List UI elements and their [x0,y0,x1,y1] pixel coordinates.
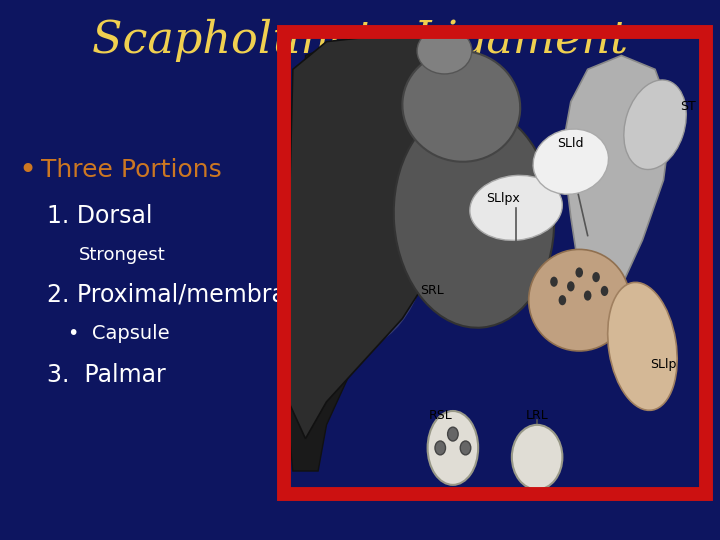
Ellipse shape [417,28,472,74]
Ellipse shape [567,281,575,292]
Text: SLlpx: SLlpx [487,192,521,205]
Polygon shape [562,56,672,319]
Text: 1. Dorsal: 1. Dorsal [47,204,153,228]
Text: •: • [18,156,36,185]
Ellipse shape [287,69,434,346]
Ellipse shape [559,295,566,305]
Text: SLld: SLld [557,137,584,150]
Text: RSL: RSL [428,409,452,422]
Polygon shape [289,32,462,471]
Ellipse shape [528,249,630,351]
Text: 2. Proximal/membranous: 2. Proximal/membranous [47,282,343,306]
Text: Scapholunate Ligament: Scapholunate Ligament [92,19,628,62]
Ellipse shape [512,425,562,489]
Polygon shape [289,32,495,438]
Text: •  Capsule: • Capsule [68,323,170,343]
Text: Strongest: Strongest [79,246,166,264]
Ellipse shape [593,272,600,282]
Ellipse shape [394,106,554,328]
Ellipse shape [448,427,458,441]
Ellipse shape [624,80,686,170]
Ellipse shape [402,51,521,162]
Ellipse shape [435,441,446,455]
Ellipse shape [584,291,591,301]
Text: SLlp: SLlp [650,359,677,372]
Ellipse shape [608,282,677,410]
Ellipse shape [460,441,471,455]
Text: ST: ST [680,100,696,113]
Text: LRL: LRL [526,409,549,422]
Ellipse shape [575,267,583,278]
Text: 3.  Palmar: 3. Palmar [47,363,166,387]
Ellipse shape [533,129,608,194]
Ellipse shape [600,286,608,296]
Text: SRL: SRL [420,285,444,298]
Ellipse shape [470,176,562,240]
Ellipse shape [550,276,558,287]
Ellipse shape [428,411,478,485]
Text: Three Portions: Three Portions [41,158,222,182]
